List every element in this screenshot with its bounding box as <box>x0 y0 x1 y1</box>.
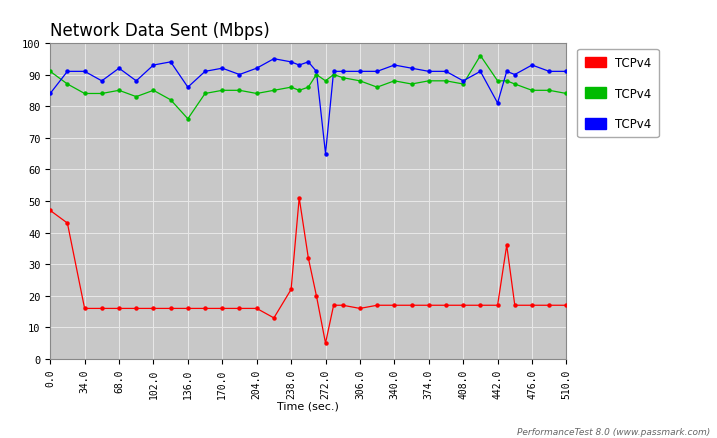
Legend: TCPv4, TCPv4, TCPv4: TCPv4, TCPv4, TCPv4 <box>577 49 659 138</box>
Text: PerformanceTest 8.0 (www.passmark.com): PerformanceTest 8.0 (www.passmark.com) <box>516 427 710 436</box>
X-axis label: Time (sec.): Time (sec.) <box>277 401 339 411</box>
Text: Network Data Sent (Mbps): Network Data Sent (Mbps) <box>50 21 270 39</box>
